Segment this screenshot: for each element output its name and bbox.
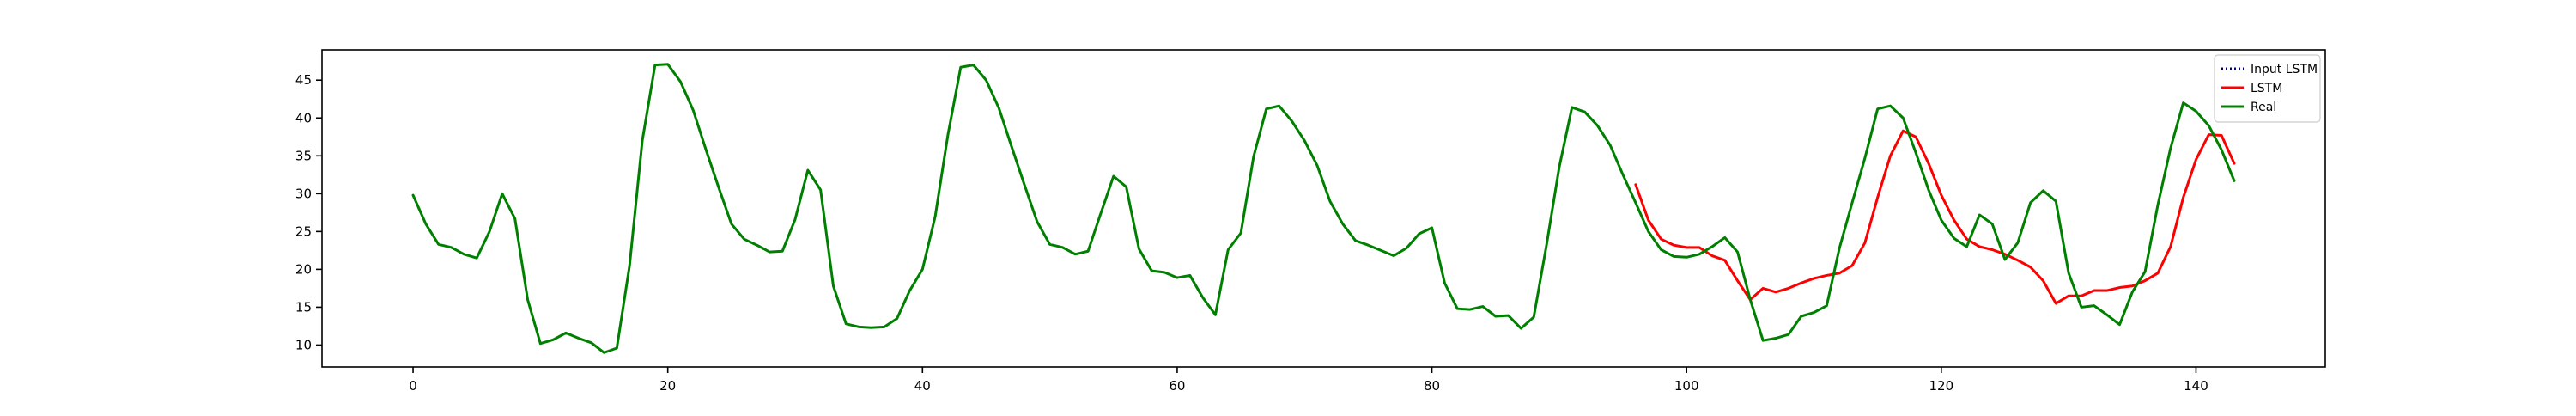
plot-frame [321, 49, 2326, 368]
x-tick-label: 20 [659, 378, 676, 394]
legend-label: LSTM [2251, 82, 2282, 95]
series-line-real [411, 63, 2236, 354]
y-axis: 10 15 20 25 30 35 40 45 [295, 72, 322, 352]
x-tick-label: 140 [2184, 378, 2208, 394]
legend: Input LSTM LSTM Real [2214, 54, 2321, 123]
y-tick-label: 25 [295, 223, 312, 239]
x-axis: 0 20 40 60 80 100 120 140 [409, 367, 2208, 394]
x-tick-label: 80 [1424, 378, 1440, 394]
x-tick-label: 0 [409, 378, 417, 394]
x-tick-label: 120 [1929, 378, 1954, 394]
series-line-lstm [1634, 129, 2236, 305]
y-tick-label: 35 [295, 148, 312, 163]
legend-label: Input LSTM [2251, 63, 2318, 76]
x-tick-label: 60 [1169, 378, 1185, 394]
x-tick-label: 40 [914, 378, 931, 394]
y-tick-label: 15 [295, 299, 312, 315]
y-tick-label: 45 [295, 72, 312, 88]
y-tick-label: 30 [295, 186, 312, 201]
series-layer [411, 63, 2236, 354]
y-tick-label: 40 [295, 110, 312, 125]
y-tick-label: 10 [295, 337, 312, 352]
y-tick-label: 20 [295, 261, 312, 277]
legend-label: Real [2251, 101, 2276, 114]
x-tick-label: 100 [1674, 378, 1699, 394]
